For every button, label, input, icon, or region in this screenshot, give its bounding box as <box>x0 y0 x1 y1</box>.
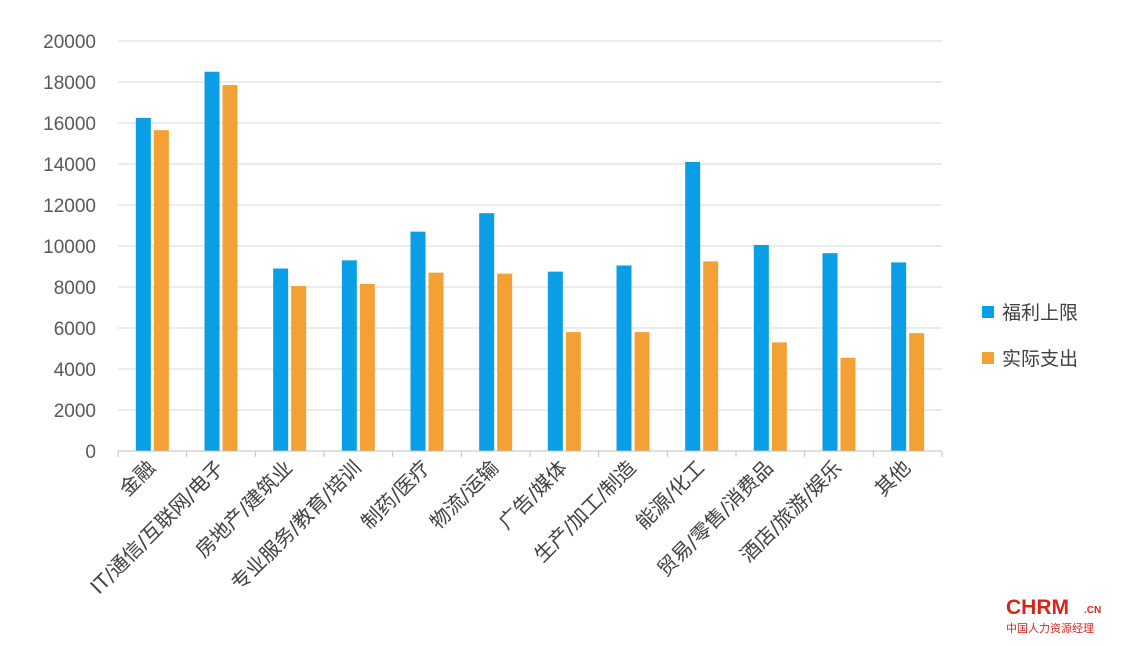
x-category-label: 贸易/零售/消费品 <box>652 456 778 582</box>
legend-label: 实际支出 <box>1002 348 1078 370</box>
bar-welfare-cap <box>547 271 563 451</box>
legend-swatch <box>982 352 994 364</box>
legend-label: 福利上限 <box>1002 302 1078 324</box>
x-category-label: 其他 <box>870 456 915 501</box>
logo-domain-suffix: .CN <box>1084 605 1102 616</box>
x-category-label: IT/通信/互联网/电子 <box>85 456 228 599</box>
bar-welfare-cap <box>341 260 357 451</box>
x-axis-labels: 金融IT/通信/互联网/电子房地产/建筑业专业服务/教育/培训制药/医疗物流/运… <box>85 456 915 599</box>
bar-actual-spend <box>771 342 787 451</box>
x-category-label: 专业服务/教育/培训 <box>226 456 366 596</box>
logo-subtitle: 中国人力资源经理 <box>1006 622 1094 635</box>
x-category-label: 金融 <box>115 456 160 501</box>
y-axis-ticks: 0 2000 4000 6000 8000 10000 12000 14000 16000 180… <box>43 32 96 463</box>
bar-welfare-cap <box>685 161 701 451</box>
chrm-logo: CHRM .CN 中国人力资源经理 <box>1006 596 1116 636</box>
bar-actual-spend <box>840 357 856 451</box>
bar-welfare-cap <box>891 262 907 451</box>
bar-actual-spend <box>222 85 238 451</box>
bar-welfare-cap <box>410 231 426 451</box>
bar-welfare-cap <box>204 71 220 451</box>
bars <box>135 71 925 452</box>
gridlines <box>118 40 942 411</box>
x-category-label: 物流/运输 <box>425 456 503 534</box>
y-tick-label: 4000 <box>54 360 96 381</box>
y-tick-label: 12000 <box>43 196 96 217</box>
y-tick-label: 14000 <box>43 155 96 176</box>
y-tick-label: 18000 <box>43 73 96 94</box>
x-category-label: 制药/医疗 <box>356 456 434 534</box>
bar-welfare-cap <box>753 244 769 451</box>
bar-actual-spend <box>153 130 169 452</box>
bar-actual-spend <box>565 332 581 451</box>
legend-swatch <box>982 306 994 318</box>
bar-actual-spend <box>703 261 719 451</box>
bar-actual-spend <box>909 333 925 451</box>
y-tick-label: 10000 <box>43 237 96 258</box>
x-axis <box>117 450 943 457</box>
bar-actual-spend <box>291 285 307 451</box>
bar-welfare-cap <box>616 265 632 451</box>
bar-welfare-cap <box>822 253 838 451</box>
bar-welfare-cap <box>135 117 151 451</box>
y-tick-label: 2000 <box>54 401 96 422</box>
bar-actual-spend <box>359 283 375 451</box>
bar-actual-spend <box>497 273 513 451</box>
logo-main-text: CHRM <box>1006 596 1069 619</box>
bar-actual-spend <box>428 272 444 451</box>
bar-actual-spend <box>634 332 650 451</box>
y-tick-label: 20000 <box>43 32 96 53</box>
y-tick-label: 16000 <box>43 114 96 135</box>
y-tick-label: 8000 <box>54 278 96 299</box>
y-tick-label: 0 <box>85 442 96 463</box>
bar-welfare-cap <box>479 213 495 451</box>
y-tick-label: 6000 <box>54 319 96 340</box>
bar-welfare-cap <box>273 268 289 451</box>
